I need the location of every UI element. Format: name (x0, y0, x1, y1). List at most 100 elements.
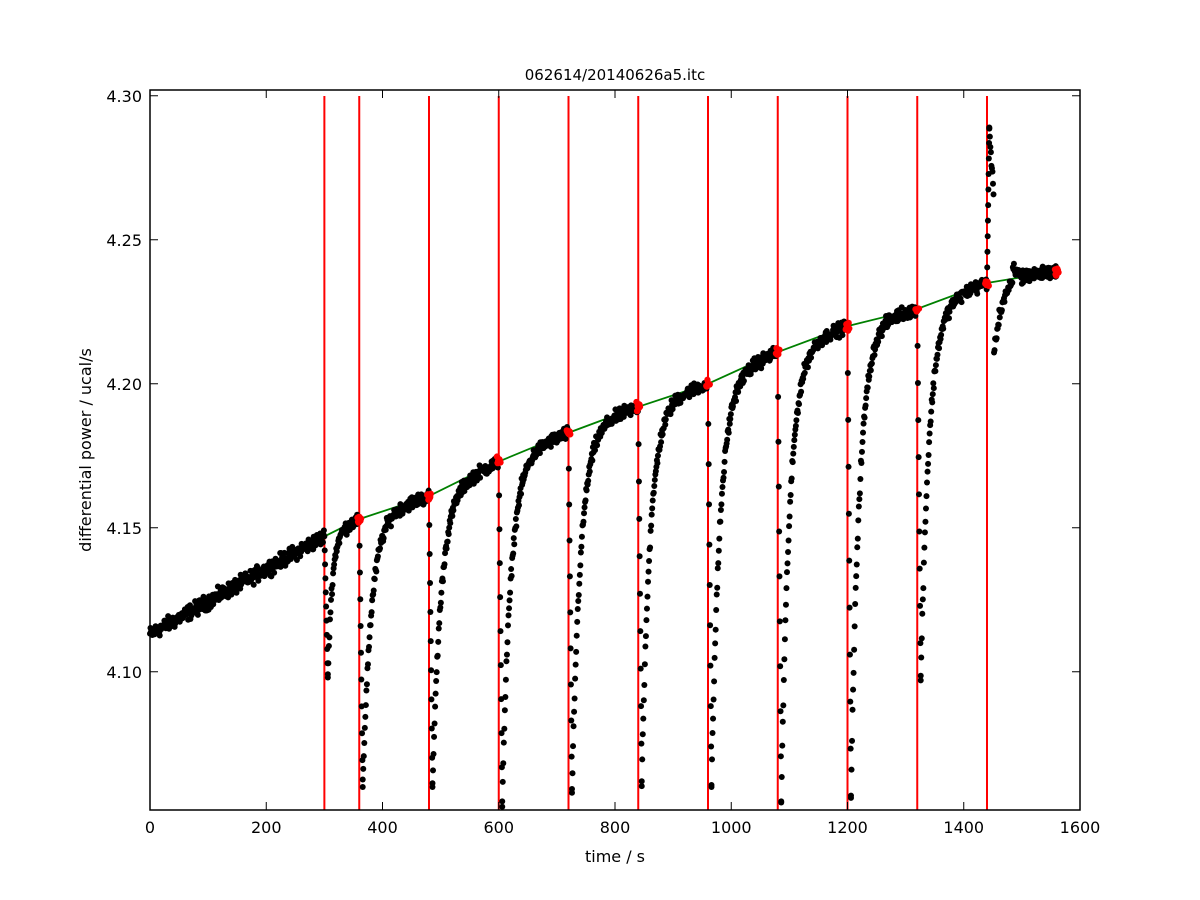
data-point (851, 646, 858, 653)
data-point (321, 533, 328, 540)
data-point (640, 697, 647, 704)
baseline-point (636, 403, 644, 410)
data-point (740, 377, 747, 384)
data-point (783, 569, 790, 576)
data-point (659, 431, 666, 438)
data-point (922, 505, 929, 512)
data-point (711, 654, 718, 661)
data-point (359, 776, 366, 783)
data-point (649, 497, 656, 504)
data-point (920, 585, 927, 592)
data-point (878, 333, 885, 340)
y-tick-label: 4.20 (106, 375, 142, 394)
data-point (715, 547, 722, 554)
data-point (852, 600, 859, 607)
data-point (727, 416, 734, 423)
baseline-point (1055, 269, 1062, 276)
baseline-point (915, 305, 923, 312)
data-point (502, 676, 509, 683)
data-point (712, 626, 719, 633)
x-tick-label: 1000 (711, 818, 752, 837)
data-point (325, 660, 332, 667)
data-point (782, 617, 789, 624)
data-point (357, 596, 364, 603)
data-point (567, 681, 574, 688)
data-point (573, 648, 580, 655)
data-point (364, 661, 371, 668)
data-point (819, 342, 826, 349)
data-point (572, 675, 579, 682)
data-point (325, 642, 332, 649)
data-point (512, 515, 519, 522)
data-point (329, 591, 336, 598)
data-point (497, 628, 504, 635)
data-point (435, 638, 442, 645)
data-point (499, 803, 506, 810)
data-point (654, 460, 661, 467)
data-point (845, 510, 852, 517)
baseline-point (567, 431, 574, 438)
data-point (926, 439, 933, 446)
data-point (709, 729, 716, 736)
data-point (250, 581, 257, 588)
data-point (641, 661, 648, 668)
data-point (654, 452, 661, 459)
data-point (324, 671, 331, 678)
baseline-point (357, 515, 365, 522)
data-point (592, 447, 599, 454)
data-point (859, 438, 866, 445)
y-tick-label: 4.15 (106, 519, 142, 538)
data-point (776, 528, 783, 535)
data-point (326, 634, 333, 641)
data-point (706, 501, 713, 508)
data-point (360, 765, 367, 772)
data-point (785, 537, 792, 544)
data-point (940, 325, 947, 332)
data-point (255, 577, 262, 584)
data-point (705, 461, 712, 468)
data-point (847, 745, 854, 752)
data-point (497, 662, 504, 669)
data-point (707, 703, 714, 710)
data-point (426, 522, 433, 529)
data-point (708, 782, 715, 789)
data-point (852, 584, 859, 591)
data-point (987, 149, 994, 156)
data-point (916, 528, 923, 535)
data-point (366, 643, 373, 650)
data-point (426, 550, 433, 557)
data-point (926, 430, 933, 437)
data-point (496, 492, 503, 499)
data-point (651, 482, 658, 489)
data-point (644, 593, 651, 600)
data-point (637, 665, 644, 672)
data-point (357, 649, 364, 656)
x-tick-label: 0 (145, 818, 155, 837)
data-point (447, 520, 454, 527)
data-point (779, 742, 786, 749)
data-point (635, 478, 642, 485)
y-tick-label: 4.30 (106, 87, 142, 106)
data-point (508, 572, 515, 579)
data-point (437, 599, 444, 606)
data-point (718, 490, 725, 497)
data-point (930, 385, 937, 392)
data-point (793, 417, 800, 424)
data-point (508, 566, 515, 573)
data-point (581, 510, 588, 517)
data-point (566, 537, 573, 544)
data-point (862, 402, 869, 409)
data-point (787, 498, 794, 505)
data-point (326, 616, 333, 623)
data-point (594, 442, 601, 449)
baseline-point (706, 381, 713, 388)
data-point (985, 186, 992, 193)
data-point (985, 202, 992, 209)
data-point (506, 605, 513, 612)
data-point (368, 609, 375, 616)
data-point (373, 568, 380, 575)
data-point (844, 370, 851, 377)
data-point (709, 756, 716, 763)
data-point (860, 420, 867, 427)
